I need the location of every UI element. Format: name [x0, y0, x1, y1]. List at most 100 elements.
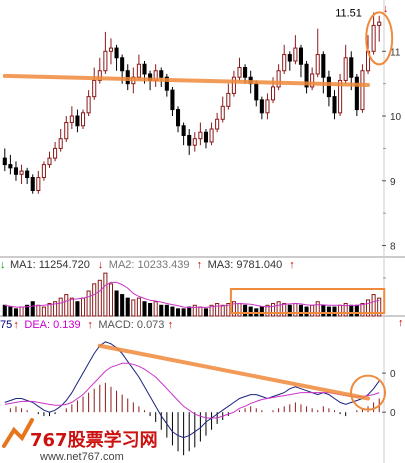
candle-body — [231, 76, 236, 94]
volume-bar — [25, 304, 30, 317]
legend-arrow: ↑ — [289, 259, 295, 271]
candle-body — [8, 164, 13, 169]
candle-body — [86, 96, 91, 114]
candle-body — [310, 73, 315, 88]
macd-legend-item: 75 — [0, 319, 12, 331]
legend-arrow: ↓ — [0, 259, 6, 271]
candle-body — [192, 138, 197, 146]
candle-body — [164, 76, 169, 91]
watermark-logo-mark — [2, 418, 34, 448]
candle-body — [170, 89, 175, 111]
macd-legend-item: MACD: 0.073 — [98, 319, 164, 331]
macd-highlight-circle — [350, 374, 387, 411]
volume-bar — [192, 304, 197, 317]
volume-bar — [321, 304, 326, 317]
volume-bar — [125, 297, 130, 317]
volume-bar — [326, 306, 331, 317]
candle-body — [354, 76, 359, 111]
volume-bar — [371, 294, 376, 317]
candle-body — [237, 67, 242, 78]
volume-bar — [13, 308, 19, 317]
volume-bar — [265, 304, 270, 317]
candle-body — [276, 70, 281, 88]
volume-bar — [332, 306, 337, 317]
volume-bar — [209, 304, 214, 317]
volume-bar — [47, 303, 52, 317]
right-arrow-mark: ↑ — [398, 317, 404, 329]
candle-body — [349, 57, 354, 78]
candle-body — [326, 76, 331, 98]
candle-body — [181, 125, 186, 136]
candle-body — [287, 54, 292, 62]
volume-bar — [8, 306, 13, 317]
volume-bar — [365, 299, 371, 317]
volume-bar — [293, 303, 298, 317]
macd-legend-item: DEA: 0.139 — [24, 319, 80, 331]
volume-bar — [159, 304, 164, 317]
volume-bar — [2, 304, 7, 317]
volume-bar — [304, 306, 309, 317]
macd-y-tick-label: 0 — [390, 369, 396, 380]
volume-bar — [108, 283, 114, 317]
volume-bar — [86, 290, 91, 317]
volume-bar — [30, 301, 35, 317]
candle-body — [298, 47, 304, 65]
candle-body — [75, 115, 80, 127]
volume-bar — [80, 297, 86, 317]
macd-dea-line — [4, 362, 380, 419]
volume-bar — [53, 301, 58, 317]
candle-body — [2, 157, 7, 166]
last-price-label: 11.51 — [335, 7, 362, 19]
candle-body — [97, 70, 102, 81]
candle-body — [226, 92, 231, 107]
watermark-brand: 767股票学习网 — [30, 429, 158, 451]
candle-body — [120, 57, 125, 72]
candle-body — [254, 83, 259, 101]
macd-y-tick-label: 0 — [390, 408, 396, 419]
volume-bar — [142, 301, 147, 317]
volume-bar — [64, 294, 69, 317]
volume-bar — [75, 301, 80, 317]
candle-body — [30, 177, 35, 191]
volume-bar — [148, 303, 153, 317]
volume-ma-line — [4, 281, 380, 308]
candle-body — [80, 112, 86, 127]
volume-bar — [259, 306, 264, 317]
candle-body — [58, 138, 63, 149]
volume-bar — [41, 306, 46, 317]
volume-bar — [97, 279, 102, 317]
candle-body — [304, 63, 309, 88]
candle-body — [360, 70, 365, 111]
candle-body — [13, 167, 19, 175]
price-trendline — [2, 73, 371, 87]
candle-body — [332, 96, 337, 114]
candle-body — [259, 99, 264, 114]
volume-bar — [349, 304, 354, 317]
legend-arrow: ↑ — [87, 319, 93, 331]
legend-arrow: ↓ — [98, 259, 104, 271]
volume-highlight-box — [229, 288, 386, 314]
candle-body — [282, 54, 287, 72]
volume-bar — [354, 304, 359, 317]
volume-bar — [198, 306, 203, 317]
candle-body — [114, 47, 119, 59]
candle-body — [220, 105, 225, 120]
candle-body — [371, 24, 376, 52]
macd-trendline — [97, 343, 371, 401]
volume-bar — [114, 290, 119, 317]
volume-bar — [175, 308, 181, 317]
y-tick-label: 9 — [390, 177, 396, 188]
volume-bar — [181, 308, 186, 317]
volume-bar — [19, 306, 24, 317]
volume-bar — [131, 299, 136, 317]
volume-bar — [243, 304, 248, 317]
volume-bar — [153, 301, 158, 317]
candle-body — [19, 170, 24, 175]
y-tick-label: 11 — [390, 47, 401, 58]
volume-bar — [92, 283, 97, 317]
volume-bar — [360, 303, 365, 317]
candle-body — [69, 115, 74, 124]
volume-bar — [58, 297, 63, 317]
volume-bar — [170, 306, 175, 317]
